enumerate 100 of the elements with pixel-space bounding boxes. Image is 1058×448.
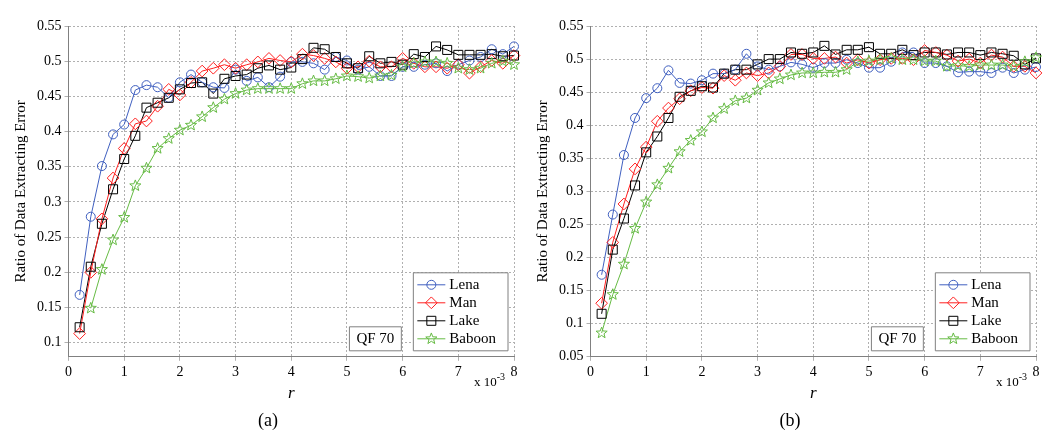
text: (a): [258, 409, 278, 432]
point: [729, 94, 742, 106]
point: [985, 48, 998, 62]
point: [241, 69, 252, 80]
x-tick-label: 6: [399, 363, 407, 379]
point: [106, 233, 120, 246]
point: [630, 180, 641, 191]
y-axis-title: Ratio of Data Extracting Error: [533, 100, 550, 283]
point: [996, 50, 1009, 64]
point: [196, 110, 209, 123]
point: [674, 77, 685, 88]
y-tick-label: 0.3: [44, 193, 62, 209]
point: [507, 58, 521, 70]
x-axis-title: r: [287, 383, 295, 403]
point: [953, 67, 964, 78]
point: [986, 67, 997, 78]
point: [641, 93, 652, 104]
point: [419, 51, 430, 62]
point: [275, 64, 286, 75]
point: [886, 48, 897, 59]
x-tick-label: 5: [343, 363, 351, 379]
point: [431, 41, 442, 52]
point: [718, 102, 731, 114]
point: [95, 212, 109, 226]
x-tick-label: 0: [65, 363, 72, 379]
point: [219, 82, 230, 93]
point: [252, 72, 263, 83]
point: [662, 161, 675, 174]
point: [329, 55, 343, 69]
point: [296, 47, 309, 61]
point: [486, 44, 497, 55]
point: [762, 76, 775, 89]
point: [108, 184, 119, 195]
legend-label: Man: [971, 293, 1000, 310]
point: [964, 47, 975, 58]
point: [273, 54, 287, 67]
point: [818, 65, 831, 78]
y-tick-label: 0.5: [44, 52, 62, 68]
y-tick-label: 0.25: [559, 216, 584, 232]
y-tick-label: 0.15: [37, 299, 62, 315]
point: [808, 47, 819, 58]
point: [307, 49, 320, 62]
point: [329, 72, 342, 85]
point: [96, 218, 107, 229]
point: [1029, 66, 1043, 80]
point: [919, 58, 930, 69]
point: [807, 66, 820, 79]
point: [951, 54, 965, 68]
y-tick-label: 0.1: [566, 315, 584, 331]
point: [463, 63, 476, 75]
point: [875, 48, 886, 59]
y-tick-label: 0.2: [44, 264, 62, 280]
y-tick-label: 0.3: [566, 183, 584, 199]
point: [308, 42, 319, 53]
point: [340, 69, 353, 82]
point: [285, 82, 298, 94]
point: [606, 288, 619, 300]
point: [352, 70, 365, 82]
point: [463, 66, 476, 80]
point: [684, 134, 697, 146]
point: [151, 142, 164, 154]
point: [1019, 64, 1030, 75]
point: [240, 83, 253, 96]
point: [808, 62, 819, 73]
point: [663, 112, 674, 123]
x-tick-label: 6: [921, 363, 929, 379]
point: [829, 50, 842, 64]
point: [696, 75, 707, 86]
point: [751, 83, 764, 96]
point: [340, 61, 354, 75]
point: [208, 88, 219, 99]
text: (b): [779, 409, 801, 432]
y-tick-label: 0.4: [44, 123, 62, 139]
y-tick-label: 0.15: [559, 282, 584, 298]
legend-label: Baboon: [449, 329, 497, 346]
x-tick-label: 7: [976, 363, 984, 379]
point: [263, 60, 274, 71]
x-tick-label: 1: [120, 363, 128, 379]
point: [762, 66, 776, 80]
point: [229, 87, 242, 99]
point: [441, 56, 454, 69]
point: [106, 171, 120, 185]
point: [607, 244, 618, 255]
point: [74, 289, 85, 300]
point: [595, 296, 608, 310]
point: [763, 64, 774, 75]
x-tick-label: 8: [1032, 363, 1040, 379]
y-axis-title: Ratio of Data Extracting Error: [11, 100, 28, 283]
annotation: QF 70: [878, 329, 917, 346]
y-tick-label: 0.25: [37, 228, 62, 244]
point: [140, 161, 153, 174]
point: [319, 44, 330, 55]
point: [96, 161, 107, 172]
point: [108, 129, 119, 140]
point: [819, 40, 830, 51]
point: [418, 55, 431, 68]
point: [607, 209, 618, 220]
legend-label: Man: [449, 293, 478, 310]
x-tick-label: 3: [754, 363, 762, 379]
point: [251, 82, 264, 94]
